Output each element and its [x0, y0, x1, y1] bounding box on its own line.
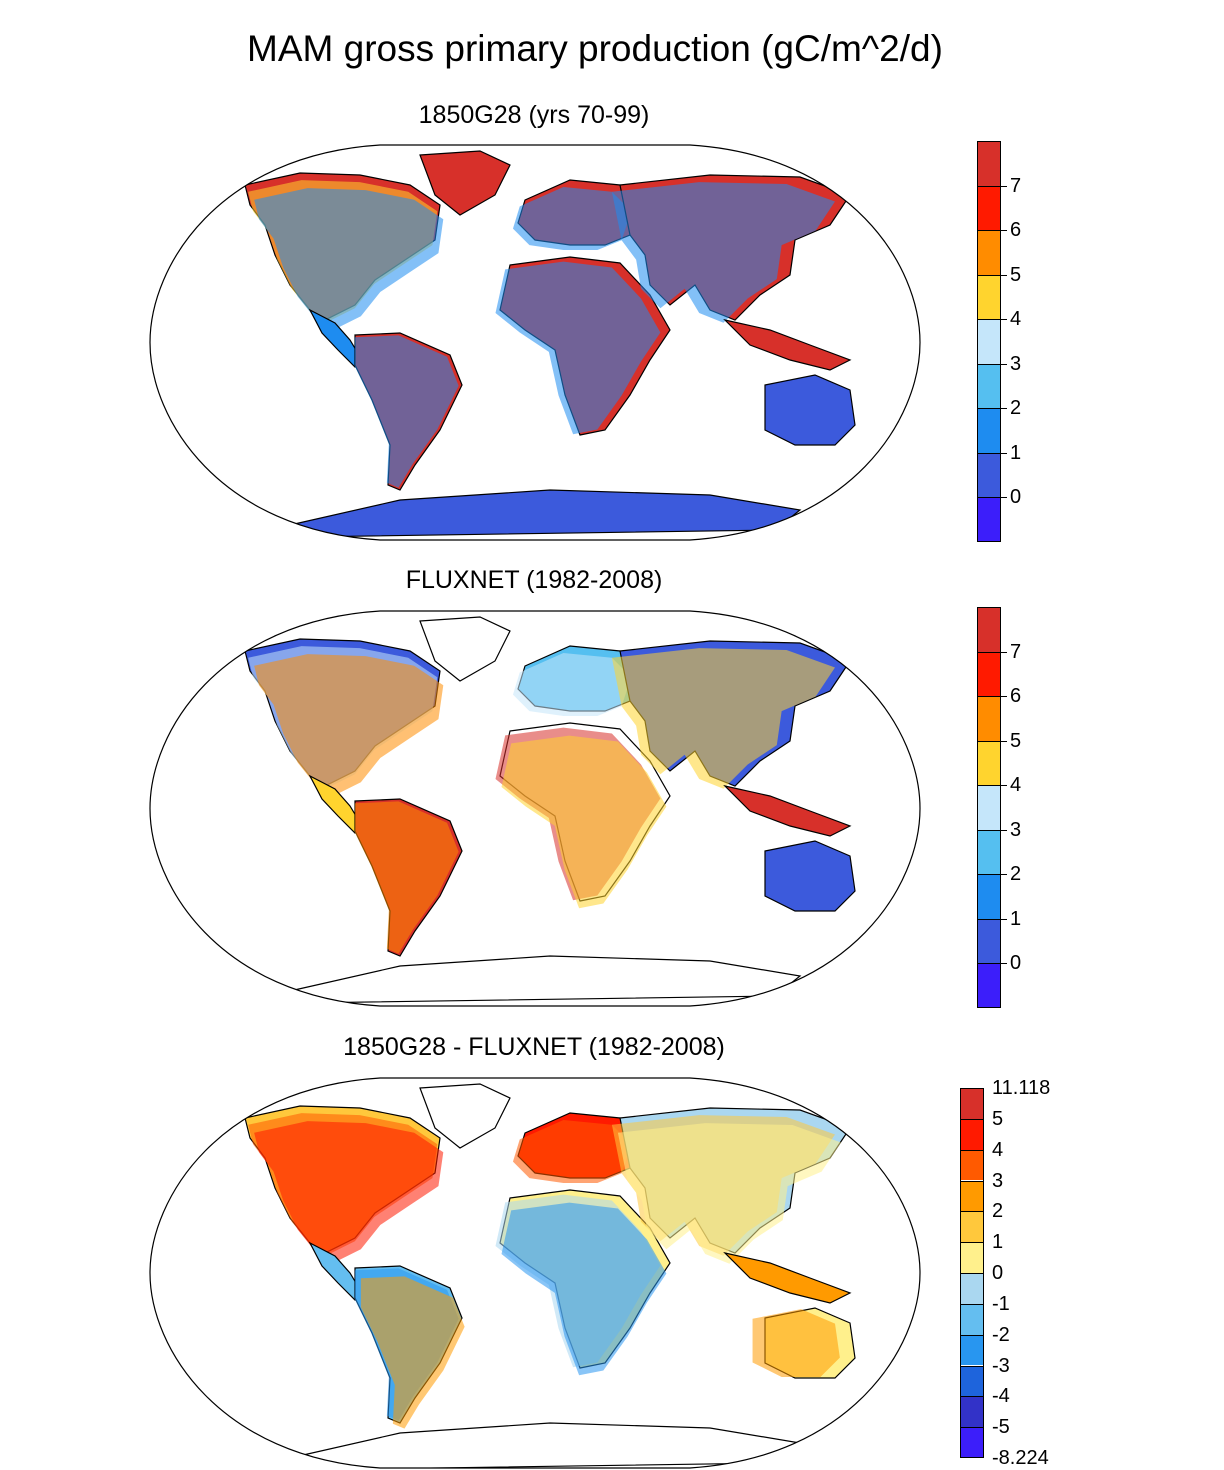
colorbar-tick-label: 3 [1010, 352, 1022, 375]
continent-asia-patch [617, 1123, 841, 1264]
continent-samerica-patch [354, 801, 459, 954]
colorbar-swatch [960, 1303, 984, 1335]
colorbar-swatch [977, 963, 1001, 1008]
colorbar-swatch [977, 785, 1001, 830]
colorbar-swatch [977, 696, 1001, 741]
colorbar-tick-label: -2 [992, 1323, 1010, 1346]
colorbar-tick-label: 3 [1010, 818, 1022, 841]
map-border [149, 144, 921, 541]
continent-europe-patch [512, 652, 632, 716]
colorbar-tick-label: 4 [1010, 308, 1022, 331]
colorbar-tick-label: 4 [992, 1138, 1004, 1161]
continent-antarctica [288, 955, 802, 1004]
continent-asia-patch [611, 648, 835, 789]
colorbar-panel-1: 7 6 5 4 3 2 1 0 [977, 141, 1067, 542]
colorbar-tick-label: 2 [992, 1200, 1004, 1223]
colorbar-swatch [977, 607, 1001, 652]
panel-1-title: 1850G28 (yrs 70-99) [418, 101, 650, 129]
colorbar-swatch [977, 141, 1001, 186]
colorbar-swatch [977, 497, 1001, 542]
colorbar-swatch [960, 1396, 984, 1428]
continent-asia-patch [611, 182, 835, 323]
colorbar-tick-label: 2 [1010, 397, 1022, 420]
colorbar-swatch [977, 452, 1001, 498]
colorbar-tick-label: 11.118 [992, 1077, 1051, 1099]
colorbar-swatch [977, 874, 1001, 919]
colorbar-tick-label: 1 [1010, 907, 1022, 930]
continent-africa-patch [501, 735, 667, 909]
continent-australia [764, 840, 856, 912]
colorbar-swatch [960, 1365, 984, 1397]
colorbar-tick-label: 6 [1010, 685, 1022, 708]
colorbar-swatch [977, 651, 1001, 697]
colorbar-swatch [977, 363, 1001, 409]
colorbar-swatch [960, 1118, 984, 1150]
colorbar-panel-2: 7 6 5 4 3 2 1 0 [977, 607, 1067, 1008]
map-border [149, 610, 921, 1007]
continent-antarctica [288, 1422, 802, 1468]
continent-greenland [419, 1083, 511, 1149]
colorbar-swatch [960, 1242, 984, 1273]
colorbar-tick-label: 5 [1010, 729, 1022, 752]
map-panel-3 [149, 1077, 921, 1469]
colorbar-swatch [977, 829, 1001, 875]
continent-samerica-patch [360, 1276, 465, 1429]
colorbar-tick-label: 5 [1010, 263, 1022, 286]
colorbar-swatch [960, 1211, 984, 1243]
colorbar-tick-label: 7 [1010, 640, 1022, 663]
colorbar-swatch [977, 230, 1001, 275]
colorbar-swatch [977, 319, 1001, 364]
continent-greenland [419, 616, 511, 682]
colorbar-tick-label: 0 [1010, 486, 1022, 509]
map-border [149, 1077, 921, 1469]
panel-3-title: 1850G28 - FLUXNET (1982-2008) [343, 1033, 725, 1061]
colorbar-swatch [977, 740, 1001, 786]
continent-antarctica [288, 489, 802, 538]
continent-australia [764, 374, 856, 446]
colorbar-swatch [977, 274, 1001, 320]
colorbar-tick-label: 1 [1010, 441, 1022, 464]
continent-seasia [723, 318, 852, 371]
continent-seasia [723, 784, 852, 837]
continent-africa-patch [495, 261, 661, 435]
colorbar-tick-label: -8.224 [992, 1447, 1049, 1469]
colorbar-tick-label: -4 [992, 1385, 1010, 1408]
colorbar-swatch [960, 1180, 984, 1212]
continent-namerica-patch [254, 188, 444, 331]
figure-title: MAM gross primary production (gC/m^2/d) [247, 28, 943, 69]
colorbar-tick-label: 0 [1010, 952, 1022, 975]
colorbar-swatch [960, 1149, 984, 1181]
continent-seasia [723, 1251, 852, 1304]
panel-2-title: FLUXNET (1982-2008) [405, 566, 663, 594]
colorbar-swatch [960, 1427, 984, 1458]
colorbar-tick-label: 4 [1010, 774, 1022, 797]
colorbar-swatch [977, 408, 1001, 453]
map-panel-1 [149, 144, 921, 541]
continent-australia-patch [752, 1309, 840, 1377]
continent-namerica-patch [254, 654, 444, 797]
map-panel-2 [149, 610, 921, 1007]
continent-europe-patch [512, 1119, 632, 1183]
colorbar-tick-label: 7 [1010, 174, 1022, 197]
colorbar-swatch [960, 1088, 984, 1119]
colorbar-tick-label: 5 [992, 1107, 1004, 1130]
continent-europe-patch [512, 186, 632, 250]
colorbar-tick-label: -3 [992, 1354, 1010, 1377]
colorbar-tick-label: 1 [992, 1231, 1004, 1254]
colorbar-swatch [960, 1334, 984, 1366]
colorbar-swatch [960, 1273, 984, 1304]
continent-africa-patch [501, 1202, 667, 1376]
colorbar-tick-label: 6 [1010, 219, 1022, 242]
colorbar-tick-label: -5 [992, 1416, 1010, 1439]
colorbar-swatch [977, 185, 1001, 231]
continent-samerica-patch [354, 335, 459, 488]
colorbar-tick-label: 2 [1010, 863, 1022, 886]
colorbar-tick-label: -1 [992, 1292, 1010, 1315]
colorbar-tick-label: 3 [992, 1169, 1004, 1192]
continent-namerica-patch [254, 1121, 444, 1264]
colorbar-swatch [977, 918, 1001, 964]
colorbar-tick-label: 0 [992, 1262, 1004, 1284]
colorbar-panel-3: 11.118 5 4 3 2 1 0 -1 -2 -3 -4 -5 -8.224 [960, 1078, 1080, 1468]
continent-greenland [419, 150, 511, 216]
